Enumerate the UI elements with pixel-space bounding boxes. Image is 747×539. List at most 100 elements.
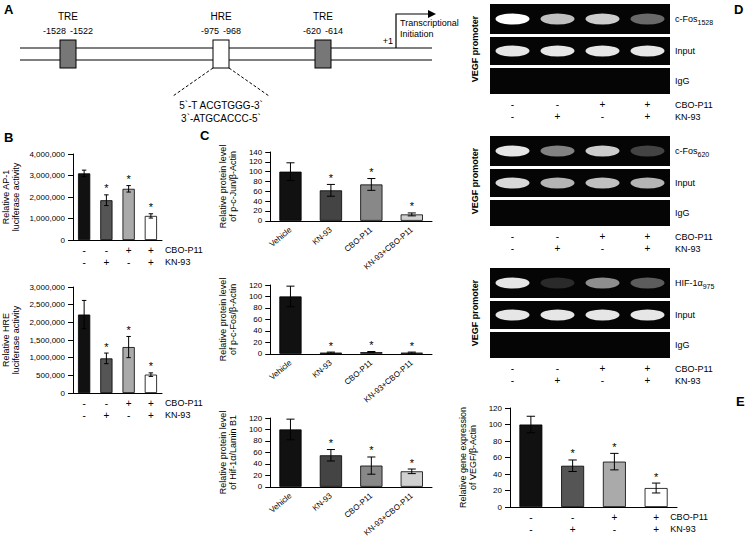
svg-text:CBO-P11: CBO-P11 bbox=[343, 491, 375, 520]
svg-text:0: 0 bbox=[61, 389, 66, 398]
svg-text:CBO-P11: CBO-P11 bbox=[165, 398, 203, 408]
svg-text:80: 80 bbox=[253, 177, 262, 186]
svg-text:0: 0 bbox=[258, 216, 263, 225]
svg-text:0: 0 bbox=[258, 349, 263, 358]
svg-text:of VEGF/β-Actin: of VEGF/β-Actin bbox=[468, 425, 478, 490]
svg-text:IgG: IgG bbox=[675, 76, 690, 86]
svg-text:TRE: TRE bbox=[313, 11, 333, 22]
svg-text:CBO-P11: CBO-P11 bbox=[675, 100, 713, 110]
svg-text:*: * bbox=[612, 441, 617, 453]
svg-text:0: 0 bbox=[61, 236, 66, 245]
svg-text:2,000,000: 2,000,000 bbox=[29, 193, 65, 202]
svg-text:2,500,000: 2,500,000 bbox=[29, 300, 65, 309]
svg-text:+: + bbox=[148, 398, 154, 409]
svg-text:-1528: -1528 bbox=[43, 26, 66, 36]
svg-text:80: 80 bbox=[253, 303, 262, 312]
svg-text:KN-93+CBO-P11: KN-93+CBO-P11 bbox=[362, 358, 415, 404]
svg-text:KN-93+CBO-P11: KN-93+CBO-P11 bbox=[362, 225, 415, 271]
svg-text:-: - bbox=[127, 257, 130, 268]
svg-text:HIF-1α975: HIF-1α975 bbox=[675, 278, 714, 290]
svg-text:120: 120 bbox=[249, 281, 263, 290]
svg-text:120: 120 bbox=[489, 404, 503, 413]
svg-text:-: - bbox=[511, 363, 514, 374]
svg-text:-: - bbox=[127, 410, 130, 421]
svg-text:Input: Input bbox=[675, 46, 696, 56]
svg-text:40: 40 bbox=[253, 197, 262, 206]
svg-text:KN-93: KN-93 bbox=[670, 524, 696, 534]
svg-text:+: + bbox=[103, 257, 109, 268]
svg-text:+: + bbox=[555, 375, 561, 386]
svg-text:-: - bbox=[601, 111, 604, 122]
svg-text:100: 100 bbox=[489, 420, 503, 429]
svg-text:1,500,000: 1,500,000 bbox=[29, 336, 65, 345]
svg-text:+: + bbox=[645, 99, 651, 110]
svg-text:KN-93: KN-93 bbox=[675, 112, 701, 122]
svg-text:of Hif-1α/Lamin B1: of Hif-1α/Lamin B1 bbox=[228, 415, 238, 490]
svg-text:+: + bbox=[645, 243, 651, 254]
svg-text:Relative protein level: Relative protein level bbox=[218, 278, 228, 362]
svg-text:Relative protein level: Relative protein level bbox=[218, 145, 228, 229]
svg-text:+: + bbox=[555, 243, 561, 254]
svg-text:-: - bbox=[613, 524, 616, 535]
svg-text:-975: -975 bbox=[201, 26, 219, 36]
svg-text:4,000,000: 4,000,000 bbox=[29, 150, 65, 159]
svg-text:VEGF promoter: VEGF promoter bbox=[470, 147, 480, 214]
svg-text:40: 40 bbox=[253, 459, 262, 468]
svg-text:60: 60 bbox=[253, 448, 262, 457]
svg-text:IgG: IgG bbox=[675, 208, 690, 218]
svg-text:*: * bbox=[149, 201, 154, 213]
svg-text:5`-T ACGTGGG-3`: 5`-T ACGTGGG-3` bbox=[179, 100, 263, 111]
svg-text:*: * bbox=[654, 471, 659, 483]
svg-text:c-Fos1528: c-Fos1528 bbox=[675, 14, 713, 26]
svg-text:KN-93: KN-93 bbox=[165, 257, 191, 267]
svg-text:KN-93: KN-93 bbox=[165, 410, 191, 420]
svg-text:+: + bbox=[611, 512, 617, 523]
svg-text:luciferase activity: luciferase activity bbox=[11, 305, 21, 374]
svg-text:+: + bbox=[148, 257, 154, 268]
svg-text:-: - bbox=[571, 512, 574, 523]
svg-text:-: - bbox=[82, 257, 85, 268]
svg-text:Relative AP-1: Relative AP-1 bbox=[1, 170, 11, 225]
svg-text:-620: -620 bbox=[303, 26, 321, 36]
svg-text:-614: -614 bbox=[325, 26, 343, 36]
svg-text:CBO-P11: CBO-P11 bbox=[165, 245, 203, 255]
svg-text:of p-c-Fos/β-Actin: of p-c-Fos/β-Actin bbox=[228, 284, 238, 355]
svg-text:2,000,000: 2,000,000 bbox=[29, 318, 65, 327]
svg-text:+: + bbox=[653, 524, 659, 535]
svg-text:3,000,000: 3,000,000 bbox=[29, 171, 65, 180]
svg-text:C: C bbox=[200, 128, 210, 143]
svg-text:*: * bbox=[369, 444, 374, 456]
svg-text:CBO-P11: CBO-P11 bbox=[675, 364, 713, 374]
svg-text:40: 40 bbox=[253, 326, 262, 335]
svg-text:c-Fos620: c-Fos620 bbox=[675, 146, 709, 158]
svg-text:*: * bbox=[329, 172, 334, 184]
svg-text:*: * bbox=[410, 457, 415, 469]
svg-text:luciferase activity: luciferase activity bbox=[11, 162, 21, 231]
svg-text:Input: Input bbox=[675, 178, 696, 188]
svg-text:Relative gene expression: Relative gene expression bbox=[458, 407, 468, 508]
svg-text:+: + bbox=[645, 111, 651, 122]
svg-text:-: - bbox=[82, 410, 85, 421]
svg-text:-: - bbox=[511, 243, 514, 254]
svg-text:1,000,000: 1,000,000 bbox=[29, 214, 65, 223]
svg-text:100: 100 bbox=[249, 167, 263, 176]
svg-text:KN-93: KN-93 bbox=[675, 244, 701, 254]
svg-text:-: - bbox=[529, 524, 532, 535]
svg-text:A: A bbox=[4, 2, 14, 17]
svg-text:-: - bbox=[556, 99, 559, 110]
svg-text:VEGF promoter: VEGF promoter bbox=[470, 15, 480, 82]
svg-text:20: 20 bbox=[253, 338, 262, 347]
svg-text:+: + bbox=[126, 398, 132, 409]
svg-text:20: 20 bbox=[493, 486, 502, 495]
svg-text:80: 80 bbox=[253, 436, 262, 445]
svg-text:*: * bbox=[329, 437, 334, 449]
svg-text:CBO-P11: CBO-P11 bbox=[343, 225, 375, 254]
svg-text:Transcriptional: Transcriptional bbox=[400, 18, 459, 28]
svg-text:3,000,000: 3,000,000 bbox=[29, 283, 65, 292]
svg-text:+: + bbox=[653, 512, 659, 523]
svg-text:+: + bbox=[570, 524, 576, 535]
svg-text:+1: +1 bbox=[383, 36, 393, 46]
svg-text:+: + bbox=[600, 363, 606, 374]
svg-text:80: 80 bbox=[493, 437, 502, 446]
svg-text:-: - bbox=[82, 245, 85, 256]
